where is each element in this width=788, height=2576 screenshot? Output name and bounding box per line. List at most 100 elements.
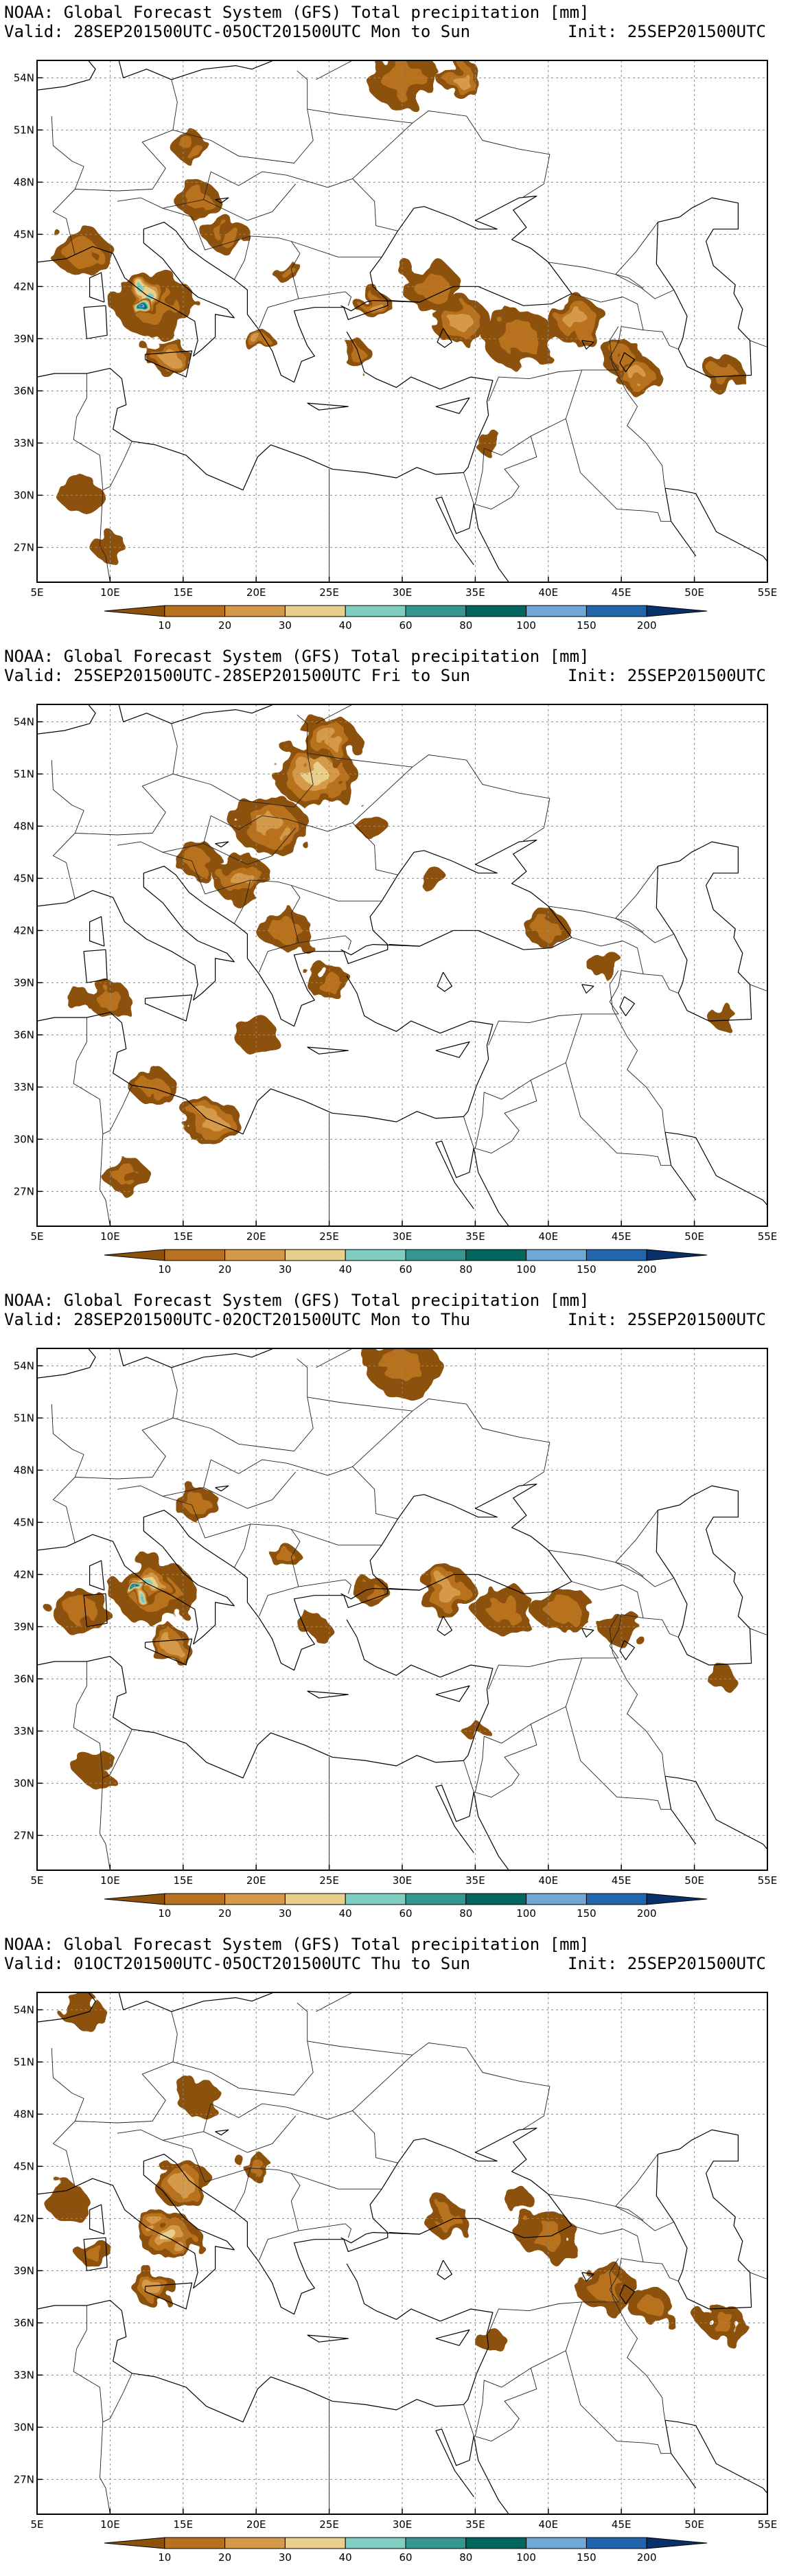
country-border	[51, 116, 84, 255]
lake-outline	[581, 2272, 594, 2282]
country-border	[474, 1080, 537, 1154]
coastline	[664, 2420, 697, 2489]
country-border	[352, 122, 413, 179]
precip-cell-8	[183, 1099, 242, 1145]
lat-label: 39N	[14, 976, 34, 989]
precip-cell-22	[241, 327, 271, 351]
precip-cell-2	[132, 2270, 176, 2306]
coastline	[473, 1147, 509, 1226]
precip-contour	[250, 334, 262, 343]
lake-outline	[437, 2259, 453, 2280]
country-border	[172, 1358, 314, 1451]
colorbar-label: 200	[637, 619, 657, 632]
precip-cell-15	[614, 356, 658, 391]
lon-label: 20E	[246, 2518, 266, 2531]
coastlines	[37, 60, 767, 582]
country-border	[291, 241, 382, 257]
precip-contour	[434, 1583, 458, 1602]
colorbar-label: 80	[459, 619, 472, 632]
lat-label: 51N	[14, 2056, 34, 2068]
colorbar-swatch	[526, 605, 587, 617]
precip-cell-9	[355, 290, 391, 319]
lon-label: 5E	[30, 2518, 43, 2531]
graticule	[37, 1992, 767, 2514]
precip-contour	[137, 302, 141, 306]
precip-cell-20	[343, 344, 373, 368]
lat-label: 27N	[14, 2473, 34, 2485]
lon-label: 50E	[684, 1230, 704, 1243]
colorbar-label: 10	[158, 619, 171, 632]
precip-contour	[185, 189, 211, 210]
colorbar-swatch	[465, 2537, 527, 2549]
coastline	[83, 305, 108, 339]
lon-label: 5E	[30, 1230, 43, 1243]
colorbar-swatch	[586, 2537, 647, 2549]
precip-contour	[171, 2174, 195, 2194]
country-border	[250, 235, 301, 329]
lat-label: 54N	[14, 1359, 34, 1372]
coastline	[664, 487, 767, 562]
country-border	[548, 2194, 674, 2231]
lake-outline	[581, 984, 594, 994]
colorbar-swatch	[646, 1249, 708, 1261]
axis-labels: 5E 10E 15E 20E 25E 30E 35E 40E 45E 50E 55E 54N 51N 48…	[14, 71, 778, 599]
lat-label: 30N	[14, 1133, 34, 1145]
coastline	[473, 503, 509, 582]
precip-cell-1	[234, 796, 308, 855]
lat-label: 36N	[14, 1672, 34, 1685]
coastline	[37, 840, 572, 1027]
lon-label: 10E	[100, 586, 120, 599]
lon-label: 50E	[684, 1874, 704, 1887]
country-border	[565, 1706, 671, 1810]
country-border	[73, 373, 104, 490]
colorbar: 10 20 30 40 60 80 100 150 200	[104, 1893, 708, 1920]
map-area	[37, 1992, 767, 2514]
colorbar-label: 60	[399, 1263, 412, 1276]
coastline	[340, 300, 420, 312]
colorbar-label: 60	[399, 1907, 412, 1920]
country-border	[250, 2167, 301, 2261]
country-border	[73, 2305, 104, 2422]
country-border	[750, 1628, 767, 1636]
valid-period: Valid: 25SEP201500UTC-28SEP201500UTC Fri…	[4, 666, 471, 685]
lon-label: 30E	[393, 2518, 413, 2531]
precip-layer	[51, 1348, 739, 1784]
coastline	[37, 2128, 572, 2315]
country-border	[51, 1404, 84, 1543]
lat-label: 27N	[14, 1185, 34, 1197]
precip-contour	[708, 1006, 739, 1029]
country-border	[250, 1523, 301, 1617]
country-border	[474, 2368, 537, 2442]
precip-cell-3	[146, 1626, 191, 1662]
lake-outline	[437, 971, 453, 992]
country-border	[615, 222, 658, 275]
lake-outline	[619, 352, 636, 373]
lake-outline	[215, 197, 229, 204]
country-border	[316, 60, 354, 80]
country-border	[615, 918, 644, 933]
precip-cell-4	[51, 1586, 111, 1633]
lon-label: 10E	[100, 1874, 120, 1887]
precip-contour	[590, 2275, 624, 2301]
precip-contour	[159, 349, 178, 363]
colorbar-swatch	[164, 605, 226, 617]
lon-label: 20E	[246, 586, 266, 599]
country-border	[463, 2404, 474, 2437]
precip-contour	[277, 1550, 294, 1564]
coastline	[89, 2204, 105, 2235]
country-border	[203, 1471, 297, 1509]
coastline	[473, 2435, 509, 2514]
precip-cell-13	[589, 951, 625, 980]
precip-cell-4	[78, 2239, 113, 2268]
colorbar-label: 30	[279, 2551, 292, 2564]
colorbar-swatch	[164, 1249, 226, 1261]
coastline	[83, 2237, 108, 2271]
panel-title: NOAA: Global Forecast System (GFS) Total…	[4, 3, 590, 22]
country-border	[463, 472, 474, 505]
country-border	[643, 1618, 679, 1637]
lat-label: 51N	[14, 768, 34, 780]
coastlines	[37, 704, 767, 1226]
country-border	[162, 1495, 251, 1568]
country-border	[474, 1657, 583, 1793]
lake-outline	[215, 841, 229, 848]
